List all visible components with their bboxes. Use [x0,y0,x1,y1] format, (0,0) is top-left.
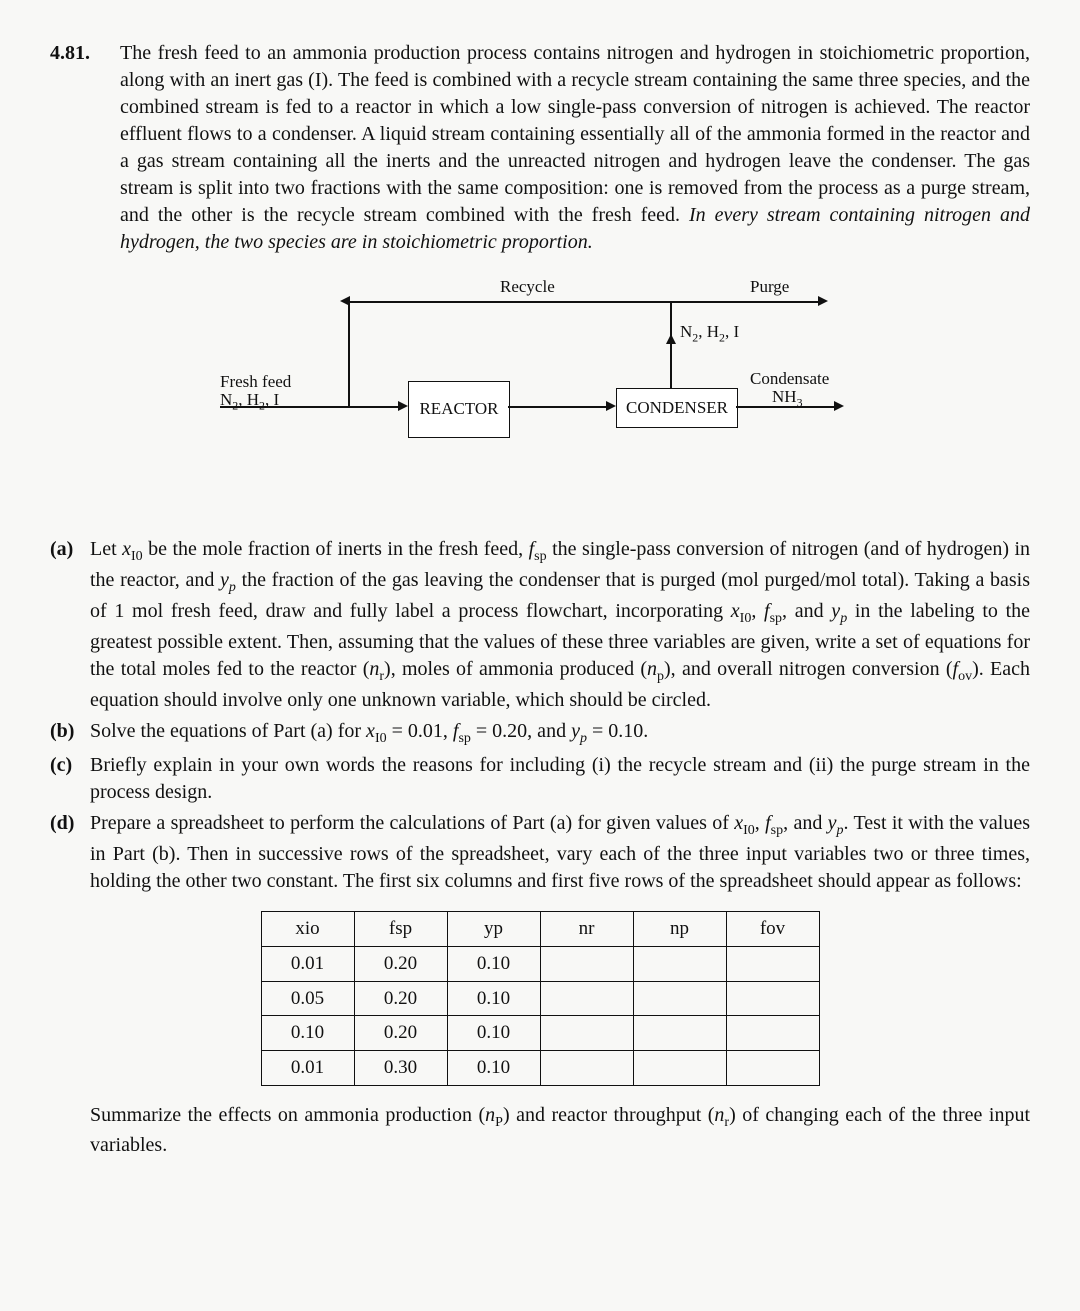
problem-text: The fresh feed to an ammonia production … [120,40,1030,256]
part-label: (a) [50,536,90,714]
cell [633,946,726,981]
feed-line [220,406,400,408]
part-label: (c) [50,752,90,806]
part-text: Solve the equations of Part (a) for xI0 … [90,718,1030,749]
cell [633,1016,726,1051]
part-text: Prepare a spreadsheet to perform the cal… [90,810,1030,895]
cell [540,1016,633,1051]
part-b: (b) Solve the equations of Part (a) for … [50,718,1030,749]
part-text: Briefly explain in your own words the re… [90,752,1030,806]
cell: 0.20 [354,946,447,981]
table-header-row: xio fsp yp nr np fov [261,912,819,947]
cell: 0.30 [354,1050,447,1085]
cell: 0.01 [261,946,354,981]
part-d: (d) Prepare a spreadsheet to perform the… [50,810,1030,895]
table-row: 0.05 0.20 0.10 [261,981,819,1016]
problem-block: 4.81. The fresh feed to an ammonia produ… [50,40,1030,256]
reactor-out-line [508,406,608,408]
process-flowchart: Recycle Purge N2, H2, I Fresh feed N2, H… [220,276,860,476]
fresh-feed-species: N2, H2, I [220,389,279,413]
part-label: (b) [50,718,90,749]
cell [540,981,633,1016]
table-row: 0.10 0.20 0.10 [261,1016,819,1051]
col-np: np [633,912,726,947]
arrow-up-icon [666,334,676,344]
part-label: (d) [50,810,90,895]
cell [540,1050,633,1085]
part-c: (c) Briefly explain in your own words th… [50,752,1030,806]
condenser-box: CONDENSER [616,388,738,428]
cell: 0.01 [261,1050,354,1085]
cell: 0.10 [447,1050,540,1085]
parts-list: (a) Let xI0 be the mole fraction of iner… [50,536,1030,895]
recycle-line [350,301,670,303]
cell: 0.10 [447,981,540,1016]
spreadsheet-table: xio fsp yp nr np fov 0.01 0.20 0.10 0.05… [261,911,820,1085]
table-row: 0.01 0.20 0.10 [261,946,819,981]
cell [726,946,819,981]
cell [726,981,819,1016]
col-fsp: fsp [354,912,447,947]
cell [726,1016,819,1051]
cond-gas-stub [670,381,672,389]
col-fov: fov [726,912,819,947]
gas-out-label: N2, H2, I [680,321,739,345]
part-a: (a) Let xI0 be the mole fraction of iner… [50,536,1030,714]
cell [633,1050,726,1085]
part-text: Let xI0 be the mole fraction of inerts i… [90,536,1030,714]
arrow-right-icon [606,401,616,411]
recycle-label: Recycle [500,276,555,299]
col-xio: xio [261,912,354,947]
cell: 0.20 [354,1016,447,1051]
cell: 0.05 [261,981,354,1016]
table-row: 0.01 0.30 0.10 [261,1050,819,1085]
condenser-label: CONDENSER [626,397,728,420]
cell [540,946,633,981]
purge-line [670,301,820,303]
reactor-box: REACTOR [408,381,510,438]
condensate-species: NH3 [772,386,803,410]
arrow-right-icon [834,401,844,411]
recycle-drop [348,301,350,406]
cell [726,1050,819,1085]
reactor-label: REACTOR [419,398,498,421]
arrow-right-icon [818,296,828,306]
problem-number: 4.81. [50,40,120,256]
summary-instruction: Summarize the effects on ammonia product… [90,1102,1030,1160]
cell: 0.10 [447,946,540,981]
cell: 0.10 [261,1016,354,1051]
arrow-right-icon [398,401,408,411]
purge-label: Purge [750,276,789,299]
cell [633,981,726,1016]
cell: 0.10 [447,1016,540,1051]
col-nr: nr [540,912,633,947]
col-yp: yp [447,912,540,947]
cell: 0.20 [354,981,447,1016]
